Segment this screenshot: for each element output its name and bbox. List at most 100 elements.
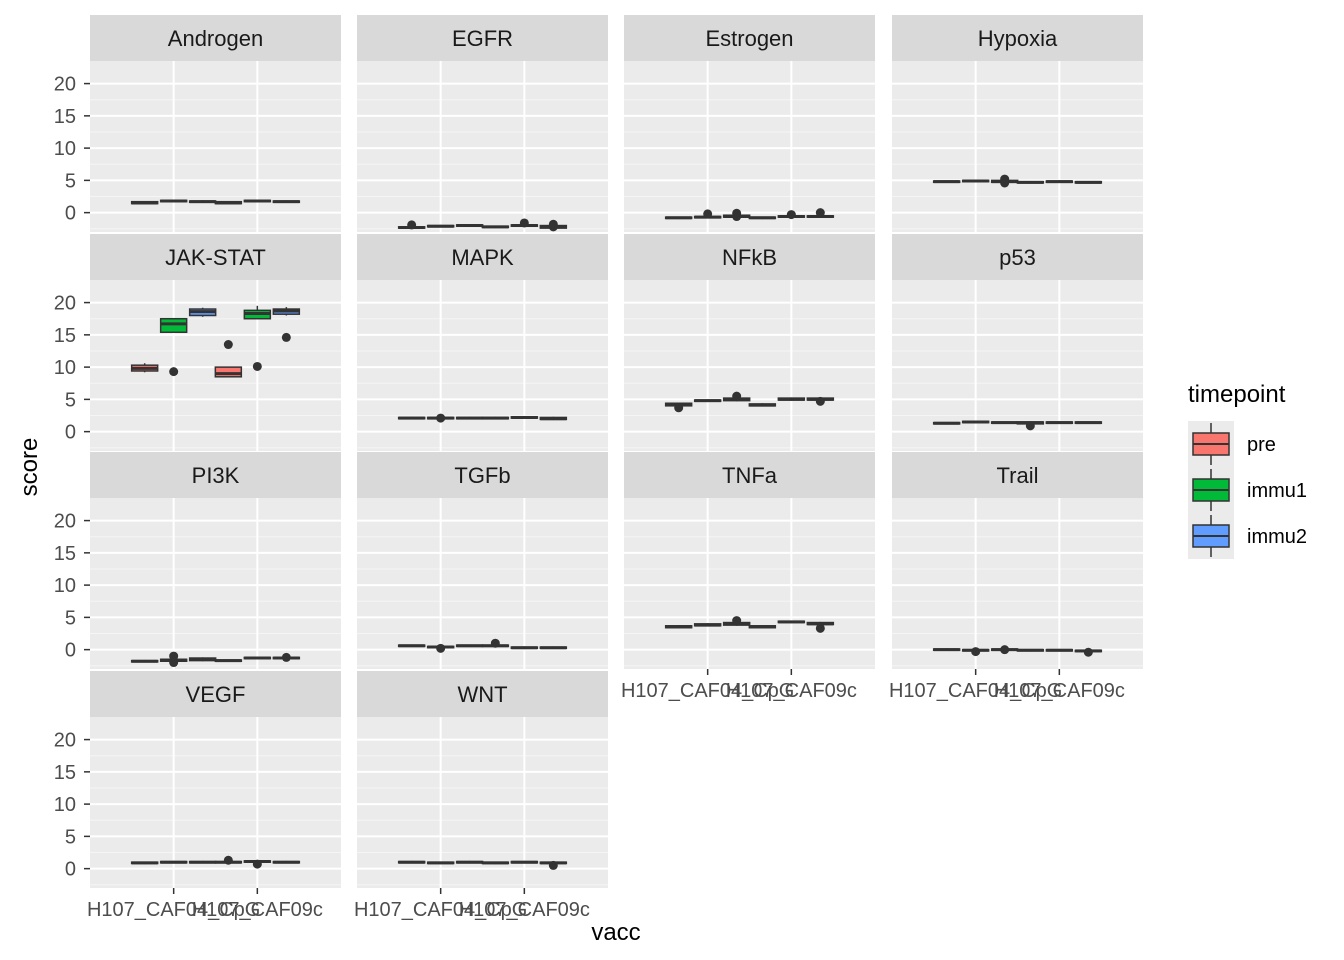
y-tick-label: 20 [54,511,76,533]
panel-background [892,61,1143,232]
facet-title: WNT [457,682,507,707]
box-pre [130,200,159,205]
box-pre [664,625,693,629]
box-immu1 [510,218,539,228]
box-pre [481,225,510,229]
panel-background [357,498,608,669]
box-immu1 [693,399,722,403]
box-immu1 [777,397,806,401]
outlier-point [169,658,179,668]
y-tick-label: 15 [54,106,76,128]
y-tick-label: 15 [54,762,76,784]
facet-strip [892,452,1143,498]
outlier-point [436,643,446,653]
box-immu2 [455,860,484,864]
y-tick-label: 10 [54,357,76,379]
box-immu1 [510,860,539,864]
panel-background [357,61,608,232]
box-pre [481,638,510,648]
box-immu2 [806,208,835,219]
outlier-point [1083,647,1093,657]
x-tick-label: H107_CAF04_CpG [354,899,527,921]
outlier-point [971,647,981,657]
outlier-point [169,651,179,661]
facet-title: VEGF [186,682,246,707]
box-immu2 [1074,421,1103,425]
box-pre [664,402,693,413]
box-immu2 [990,421,1019,425]
outlier-point [703,209,713,219]
y-tick-label: 5 [65,826,76,848]
facet-title: MAPK [451,245,514,270]
facet-panel-nfkb: NFkB [624,234,875,451]
legend-item-immu2: immu2 [1188,513,1307,559]
box-pre [1016,421,1045,431]
box-immu2 [722,391,751,402]
box-immu1 [426,224,455,228]
y-axis-title: score [16,438,43,497]
outlier-point [281,332,291,342]
x-axis-title: vacc [591,919,640,946]
y-tick-label: 0 [65,422,76,444]
box-body [214,366,243,378]
facet-strip [90,452,341,498]
box-immu2 [272,307,301,342]
facet-strip [90,15,341,61]
x-tick-label: H107_CAF09c [994,680,1125,702]
box-pre [397,220,426,230]
box-immu1 [777,620,806,624]
outlier-point [1000,178,1010,188]
box-pre [130,659,159,663]
outlier-point [1025,421,1035,431]
facet-title: NFkB [722,245,777,270]
box-immu2 [539,646,568,650]
facet-title: Androgen [168,26,263,51]
facet-strip [90,234,341,280]
outlier-point [786,210,796,220]
legend-title: timepoint [1188,381,1286,408]
y-tick-label: 0 [65,859,76,881]
outlier-point [674,403,684,413]
box-pre [397,644,426,648]
facet-strip [892,15,1143,61]
box-immu1 [1045,180,1074,184]
facet-title: TNFa [722,463,778,488]
facet-panel-hypoxia: Hypoxia [892,15,1143,232]
box-immu1 [243,656,272,660]
outlier-point [223,855,233,865]
y-tick-label: 20 [54,74,76,96]
box-immu2 [188,860,217,864]
box-immu1 [510,646,539,650]
facet-panel-mapk: MAPK [357,234,608,451]
facet-panel-androgen: Androgen 0 5 10 15 20 [54,15,341,232]
facet-panel-tgfb: TGFb [357,452,608,669]
box-immu2 [455,644,484,648]
box-pre [130,861,159,865]
legend-label: immu1 [1247,480,1307,502]
facet-title: Hypoxia [978,26,1058,51]
x-tick-label: H107_CAF04_CpG [889,680,1062,702]
box-immu1 [1045,648,1074,652]
y-tick-label: 10 [54,794,76,816]
box-immu1 [961,647,990,657]
box-immu2 [539,416,568,421]
facet-panel-jak-stat: JAK-STAT 0 5 10 15 20 [54,234,341,451]
box-immu1 [159,317,188,377]
outlier-point [519,218,529,228]
box-immu1 [159,651,188,668]
box-pre [397,860,426,864]
outlier-point [732,212,742,222]
box-immu2 [722,208,751,222]
box-immu1 [693,209,722,219]
y-tick-label: 10 [54,575,76,597]
outlier-point [548,860,558,870]
panel-background [892,498,1143,669]
box-immu2 [272,860,301,864]
facet-strip [357,452,608,498]
outlier-point [1000,645,1010,655]
outlier-point [436,413,446,423]
